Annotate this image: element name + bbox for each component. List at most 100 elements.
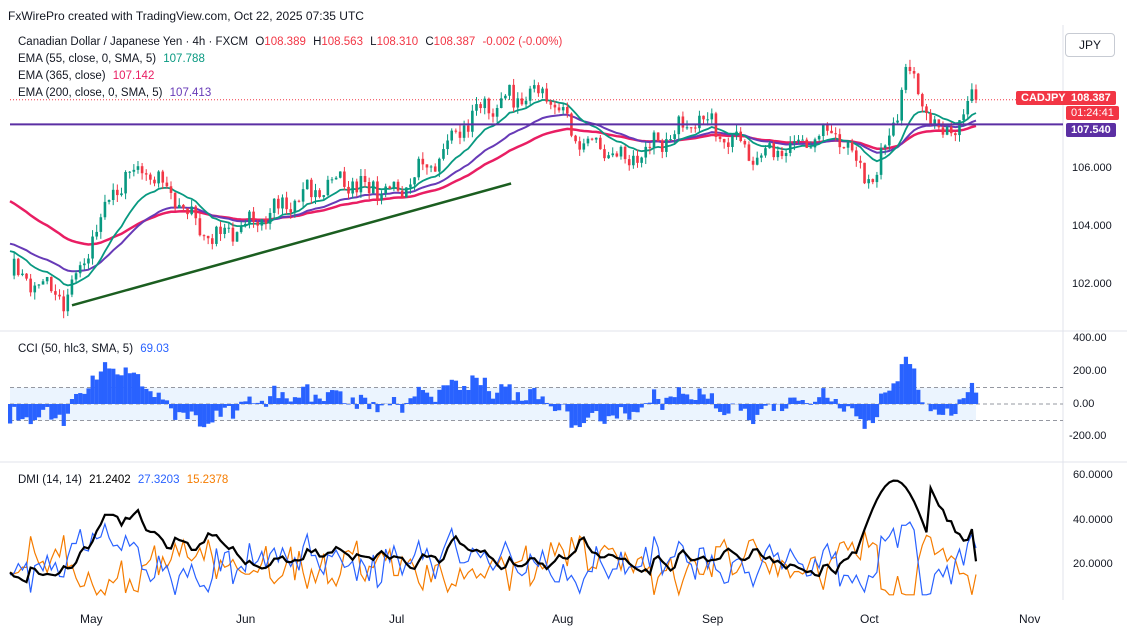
cci-bar <box>858 404 863 420</box>
candle-body <box>557 107 561 111</box>
candle-body <box>462 125 466 138</box>
candle-body <box>62 296 65 312</box>
cci-bar <box>945 404 950 409</box>
candle-body <box>371 181 375 194</box>
candle-body <box>74 273 78 280</box>
cci-bar <box>631 404 636 412</box>
candle-body <box>268 212 272 224</box>
cci-tick-label: -200.00 <box>1069 430 1107 442</box>
cci-bar <box>325 392 331 404</box>
candle-body <box>330 179 334 181</box>
cci-bar <box>400 404 405 413</box>
month-label: Aug <box>552 612 574 626</box>
candle-body <box>215 226 218 244</box>
cci-bar <box>65 404 70 414</box>
candle-body <box>834 133 837 135</box>
cci-bar <box>891 383 896 404</box>
cci-pane[interactable] <box>8 356 1063 429</box>
cci-bar <box>202 404 207 428</box>
cci-bar <box>144 388 149 404</box>
cci-bar <box>449 379 454 404</box>
cci-bar <box>74 393 79 404</box>
cci-bar <box>532 387 537 404</box>
cci-bar <box>602 404 607 424</box>
cci-bar <box>173 404 178 420</box>
candle-body <box>83 263 86 266</box>
cci-bar <box>491 398 496 404</box>
candle-body <box>673 134 676 140</box>
candle-body <box>99 217 103 232</box>
candle-body <box>475 104 478 111</box>
candle-body <box>904 66 908 90</box>
candle-body <box>136 166 140 170</box>
ohlc-high: H108.563 <box>313 36 363 48</box>
cci-legend[interactable]: CCI (50, hlc3, SMA, 5) 69.03 <box>18 343 173 355</box>
symbol-legend[interactable]: Canadian Dollar / Japanese Yen · 4h · FX… <box>18 36 566 48</box>
cci-bar <box>722 404 727 416</box>
cci-bar <box>495 392 500 404</box>
candle-body <box>532 85 536 89</box>
dmi-plus-di-line <box>9 521 977 596</box>
cci-bar <box>577 404 582 428</box>
candle-body <box>921 94 924 107</box>
candle-body <box>231 227 235 242</box>
candle-body <box>743 140 747 145</box>
cci-bar <box>358 394 364 404</box>
candle-body <box>615 153 619 157</box>
candle-body <box>425 164 429 168</box>
ema365-legend[interactable]: EMA (365, close) 107.142 <box>18 70 158 82</box>
cci-bar <box>457 389 463 404</box>
candle-body <box>776 150 780 158</box>
cci-bar <box>235 404 240 411</box>
candle-body <box>70 279 74 295</box>
candle-body <box>124 171 127 194</box>
cci-bar <box>375 404 380 413</box>
cci-bar <box>854 404 859 417</box>
candle-body <box>144 173 148 175</box>
dmi-pane[interactable] <box>9 479 978 597</box>
dmi-tick-label: 60.0000 <box>1073 469 1113 481</box>
cci-bar <box>330 390 335 404</box>
cci-bar <box>557 404 562 411</box>
attribution-text: FxWirePro created with TradingView.com, … <box>8 9 364 23</box>
cci-bar <box>656 398 661 404</box>
candle-body <box>875 174 879 183</box>
price-tick-label: 106.000 <box>1072 162 1112 174</box>
dmi-legend[interactable]: DMI (14, 14) 21.2402 27.3203 15.2378 <box>18 474 232 486</box>
ema55-label: EMA (55, close, 0, SMA, 5) <box>18 53 157 65</box>
candle-body <box>314 190 317 198</box>
cci-bar <box>478 385 483 404</box>
cci-bar <box>635 404 640 413</box>
dmi-adx-line <box>9 479 978 584</box>
cci-bar <box>866 404 871 421</box>
candle-body <box>272 198 276 213</box>
candle-body <box>747 144 751 161</box>
currency-button[interactable]: JPY <box>1065 33 1115 57</box>
cci-bar <box>511 400 516 404</box>
candle-body <box>842 147 846 149</box>
cci-bar <box>965 392 970 404</box>
candle-body <box>182 204 185 209</box>
candle-body <box>566 107 569 114</box>
cci-bar <box>676 387 681 404</box>
last-price-tag: 108.387 <box>1066 91 1116 105</box>
ema55-legend[interactable]: EMA (55, close, 0, SMA, 5) 107.788 <box>18 53 209 65</box>
ema200-legend[interactable]: EMA (200, close, 0, SMA, 5) 107.413 <box>18 87 215 99</box>
candle-body <box>817 136 821 140</box>
cci-bar <box>408 398 413 404</box>
candle-body <box>929 113 932 126</box>
cci-bar <box>292 397 298 404</box>
cci-bar <box>899 364 904 404</box>
candle-body <box>132 169 136 172</box>
dmi-label: DMI (14, 14) <box>18 474 82 486</box>
price-pane[interactable] <box>9 59 1063 319</box>
candle-body <box>582 143 586 150</box>
candle-body <box>879 148 883 175</box>
candle-body <box>421 158 425 165</box>
candle-body <box>239 225 243 233</box>
candle-body <box>49 276 53 292</box>
candle-body <box>281 197 284 209</box>
cci-bar <box>883 392 888 404</box>
candle-body <box>656 132 660 142</box>
